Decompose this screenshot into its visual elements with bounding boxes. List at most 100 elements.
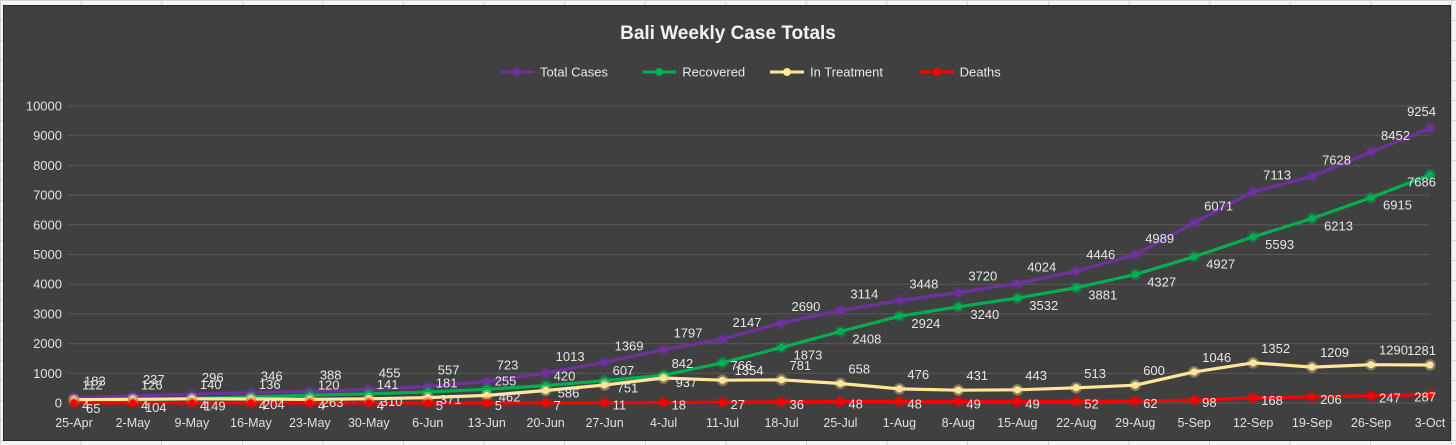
data-point[interactable] (1131, 270, 1139, 279)
data-point[interactable] (1308, 393, 1316, 401)
data-point[interactable] (718, 335, 727, 343)
data-point[interactable] (542, 381, 550, 390)
data-point[interactable] (1131, 381, 1139, 389)
data-point[interactable] (306, 399, 314, 407)
data-point[interactable] (1249, 394, 1257, 402)
data-point[interactable] (836, 327, 845, 336)
data-point[interactable] (1190, 368, 1198, 376)
data-point[interactable] (1308, 172, 1316, 181)
data-point[interactable] (836, 306, 845, 315)
data-point[interactable] (895, 397, 903, 406)
data-point[interactable] (1426, 390, 1434, 399)
data-point[interactable] (1308, 214, 1316, 223)
series-line[interactable] (72, 361, 1432, 402)
series-line[interactable] (72, 126, 1432, 400)
data-point[interactable] (483, 399, 491, 407)
data-point[interactable] (659, 398, 668, 407)
data-point[interactable] (1367, 392, 1375, 400)
data-point[interactable] (1013, 279, 1021, 288)
data-point[interactable] (777, 398, 786, 406)
data-point[interactable] (954, 397, 962, 406)
data-point[interactable] (247, 399, 255, 407)
legend[interactable]: Total Cases Recovered In Treatment Deaths (500, 65, 1001, 80)
data-point[interactable] (777, 376, 786, 384)
data-point[interactable] (542, 386, 550, 395)
data-point[interactable] (1072, 284, 1080, 292)
line-chart[interactable]: 0 1000 2000 3000 4000 5000 6000 7000 8000 9000 100… (4, 6, 1450, 440)
data-label: 600 (1143, 363, 1165, 378)
data-point[interactable] (659, 346, 668, 354)
data-point[interactable] (954, 288, 962, 297)
data-point[interactable] (1190, 396, 1198, 404)
data-point[interactable] (718, 359, 727, 367)
data-point[interactable] (601, 399, 609, 407)
data-point[interactable] (659, 374, 668, 382)
data-point[interactable] (601, 358, 609, 366)
x-tick-label: 22-Aug (1056, 416, 1096, 430)
data-point[interactable] (1367, 361, 1375, 369)
data-point[interactable] (1308, 363, 1316, 371)
data-point[interactable] (954, 303, 962, 311)
data-point[interactable] (70, 399, 78, 407)
chart-area[interactable]: 0 1000 2000 3000 4000 5000 6000 7000 8000 9000 100… (3, 5, 1451, 441)
data-label: 586 (558, 386, 580, 401)
data-point[interactable] (1249, 188, 1257, 196)
data-point[interactable] (483, 391, 491, 400)
data-label: 7 (554, 398, 561, 413)
data-label: 723 (497, 358, 519, 373)
data-point[interactable] (1190, 253, 1198, 261)
data-point[interactable] (365, 399, 373, 407)
data-point[interactable] (1013, 397, 1021, 406)
legend-entry[interactable]: Total Cases (540, 65, 608, 80)
data-point[interactable] (895, 312, 903, 320)
data-point[interactable] (483, 385, 491, 393)
data-point[interactable] (1249, 233, 1257, 241)
data-label: 126 (141, 377, 163, 392)
data-point[interactable] (1013, 294, 1021, 302)
data-point[interactable] (483, 377, 491, 386)
data-point[interactable] (542, 369, 550, 377)
data-point[interactable] (1367, 194, 1375, 202)
data-point[interactable] (424, 388, 432, 396)
data-point[interactable] (1426, 171, 1434, 179)
data-point[interactable] (1013, 386, 1021, 394)
data-point[interactable] (365, 390, 373, 398)
data-point[interactable] (1072, 397, 1080, 406)
series-line[interactable] (72, 173, 1432, 403)
data-point[interactable] (1131, 251, 1139, 259)
data-point[interactable] (777, 319, 786, 327)
data-point[interactable] (601, 381, 609, 389)
data-point[interactable] (836, 397, 845, 406)
data-point[interactable] (1426, 361, 1434, 369)
data-point[interactable] (1426, 124, 1434, 132)
data-point[interactable] (718, 376, 727, 384)
data-point[interactable] (1190, 219, 1198, 227)
data-point[interactable] (1249, 359, 1257, 367)
legend-entry[interactable]: In Treatment (810, 65, 883, 80)
legend-entry[interactable]: Deaths (960, 65, 1002, 80)
legend-entry[interactable]: Recovered (682, 65, 745, 80)
data-point[interactable] (424, 399, 432, 407)
x-tick-label: 4-Jul (650, 416, 677, 430)
data-point[interactable] (129, 399, 137, 407)
data-point[interactable] (542, 399, 550, 407)
data-point[interactable] (954, 386, 962, 394)
data-label: 140 (200, 377, 222, 392)
data-point[interactable] (1072, 267, 1080, 275)
data-point[interactable] (1072, 384, 1080, 392)
data-point[interactable] (188, 399, 196, 407)
data-point[interactable] (895, 385, 903, 393)
x-tick-label: 25-Jul (823, 416, 857, 430)
y-tick-label: 7000 (33, 188, 62, 203)
data-point[interactable] (836, 379, 845, 388)
series-line[interactable] (72, 392, 1432, 405)
data-point[interactable] (895, 296, 903, 305)
data-point[interactable] (777, 343, 786, 351)
data-label: 462 (499, 389, 521, 404)
legend-swatch-marker (783, 68, 791, 76)
data-point[interactable] (424, 394, 432, 402)
data-point[interactable] (424, 382, 432, 391)
data-point[interactable] (718, 398, 727, 406)
data-point[interactable] (1131, 397, 1139, 405)
data-point[interactable] (1367, 148, 1375, 156)
